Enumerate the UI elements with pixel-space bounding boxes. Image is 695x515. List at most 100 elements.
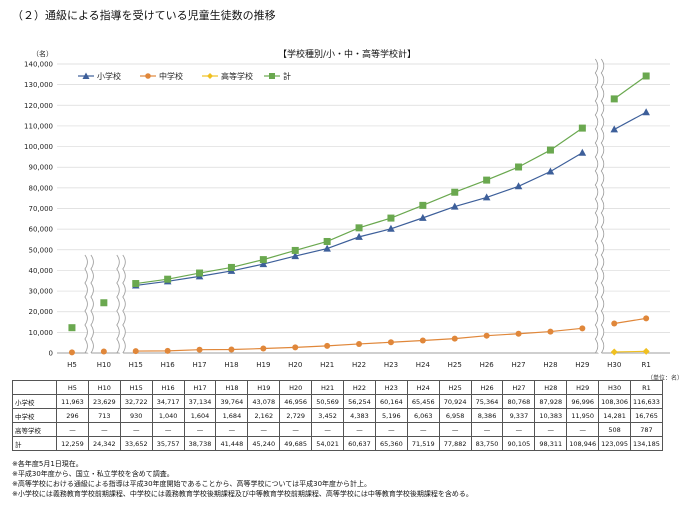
x-tick-label: H23 [384, 361, 398, 369]
table-header-cell: H26 [470, 380, 504, 395]
table-cell: 16,765 [630, 408, 663, 423]
y-axis-label: （名） [32, 49, 53, 58]
table-header-cell: H15 [119, 380, 153, 395]
table-row: 小学校 11,963 23,629 32,722 34,717 37,134 39,764 4… [12, 394, 663, 409]
axis-break-line [594, 58, 599, 354]
table-cell: 83,750 [470, 436, 504, 451]
y-tick-label: 140,000 [24, 61, 53, 69]
data-table: H5 H10 H15 H16 H17 H18 H19 H20 H21 H22 H23 H24 H25 H2… [12, 380, 663, 451]
table-row-header: 中学校 [12, 408, 57, 423]
data-point [483, 176, 491, 184]
table-cell: 39,764 [215, 394, 249, 409]
table-cell: 98,311 [534, 436, 568, 451]
data-point [68, 324, 76, 332]
y-tick-label: 60,000 [29, 226, 54, 234]
table-header-cell: H5 [56, 380, 89, 395]
table-cell: 4,383 [343, 408, 376, 423]
table-header-cell: H29 [566, 380, 600, 395]
table-cell: 60,637 [343, 436, 376, 451]
data-point [419, 201, 427, 209]
data-point [642, 347, 650, 355]
footnote: ※平成30年度から、国立・私立学校を含めて調査。 [12, 470, 174, 478]
data-point [355, 232, 363, 240]
table-header-cell: H10 [87, 380, 121, 395]
table-row-header: 小学校 [12, 394, 57, 409]
data-point [196, 269, 204, 277]
data-point [100, 299, 108, 307]
table-cell: — [151, 422, 185, 437]
table-cell: 6,063 [406, 408, 440, 423]
y-tick-label: 130,000 [24, 81, 53, 89]
axis-break-line [90, 254, 94, 354]
table-cell: 6,958 [438, 408, 472, 423]
table-body: 小学校 11,963 23,629 32,722 34,717 37,134 39,764 4… [12, 394, 663, 451]
data-point [291, 252, 300, 260]
axis-break-mask [84, 253, 94, 355]
table-header-cell: H19 [247, 380, 281, 395]
data-point [643, 315, 650, 322]
table-cell: 90,105 [502, 436, 536, 451]
axis-break-mask [594, 57, 604, 355]
line-chart: 0 10,000 20,000 30,000 40,000 50,000 60,000 70,… [24, 48, 670, 369]
table-header-cell: H28 [534, 380, 568, 395]
table-cell: 713 [87, 408, 121, 423]
table-cell: 11,950 [566, 408, 600, 423]
series-line [135, 152, 583, 287]
table-cell: — [183, 422, 217, 437]
table-cell: — [438, 422, 472, 437]
table-header-cell: H24 [406, 380, 440, 395]
table-row-header: 計 [12, 436, 57, 451]
table-cell: — [247, 422, 281, 437]
table-header-cell: R1 [630, 380, 663, 395]
data-point [387, 339, 394, 346]
data-point [610, 125, 619, 133]
data-point [323, 237, 331, 245]
data-point [578, 148, 587, 156]
data-point [419, 337, 426, 344]
table-cell: 96,996 [566, 394, 600, 409]
table-header-cell: H27 [502, 380, 536, 395]
table-cell: 116,633 [630, 394, 663, 409]
data-point [642, 108, 650, 116]
table-cell: 34,717 [151, 394, 185, 409]
data-point [260, 345, 267, 352]
table-cell: 75,364 [470, 394, 504, 409]
table-cell: 12,259 [56, 436, 89, 451]
data-point [451, 188, 459, 196]
table-cell: 2,162 [247, 408, 281, 423]
table-cell: — [470, 422, 504, 437]
data-point [227, 263, 235, 271]
y-tick-label: 120,000 [24, 102, 53, 110]
table-row: 中学校 296 713 930 1,040 1,604 1,684 2,162 2,729 3,4… [12, 408, 663, 423]
data-point [292, 344, 299, 351]
axis-break-mask [116, 253, 126, 355]
x-tick-label: H24 [416, 361, 431, 369]
series-line [614, 350, 647, 353]
x-tick-label: H15 [129, 361, 143, 369]
table-corner [12, 380, 57, 395]
table-cell: — [279, 422, 313, 437]
data-point [164, 347, 171, 354]
table-cell: 65,456 [406, 394, 440, 409]
table-cell: 32,722 [119, 394, 153, 409]
table-cell: 9,337 [502, 408, 536, 423]
y-tick-label: 80,000 [29, 184, 54, 192]
table-header-cell: H22 [343, 380, 376, 395]
legend-label: 中学校 [159, 71, 183, 81]
series-line [613, 75, 647, 100]
axis-break-line [600, 58, 605, 354]
data-point [228, 346, 235, 353]
data-point [324, 342, 331, 349]
x-tick-label: H19 [256, 361, 270, 369]
table-cell: 50,569 [311, 394, 345, 409]
table-header-cell: H25 [438, 380, 472, 395]
y-tick-label: 50,000 [29, 246, 54, 254]
table-cell: 787 [630, 422, 663, 437]
page-heading: （２）通級による指導を受けている児童生徒数の推移 [12, 9, 276, 22]
data-point [611, 320, 618, 327]
table-cell: 65,360 [374, 436, 408, 451]
table-cell: — [119, 422, 153, 437]
table-header-cell: H16 [151, 380, 185, 395]
table-cell: 508 [598, 422, 632, 437]
table-cell: 14,281 [598, 408, 632, 423]
